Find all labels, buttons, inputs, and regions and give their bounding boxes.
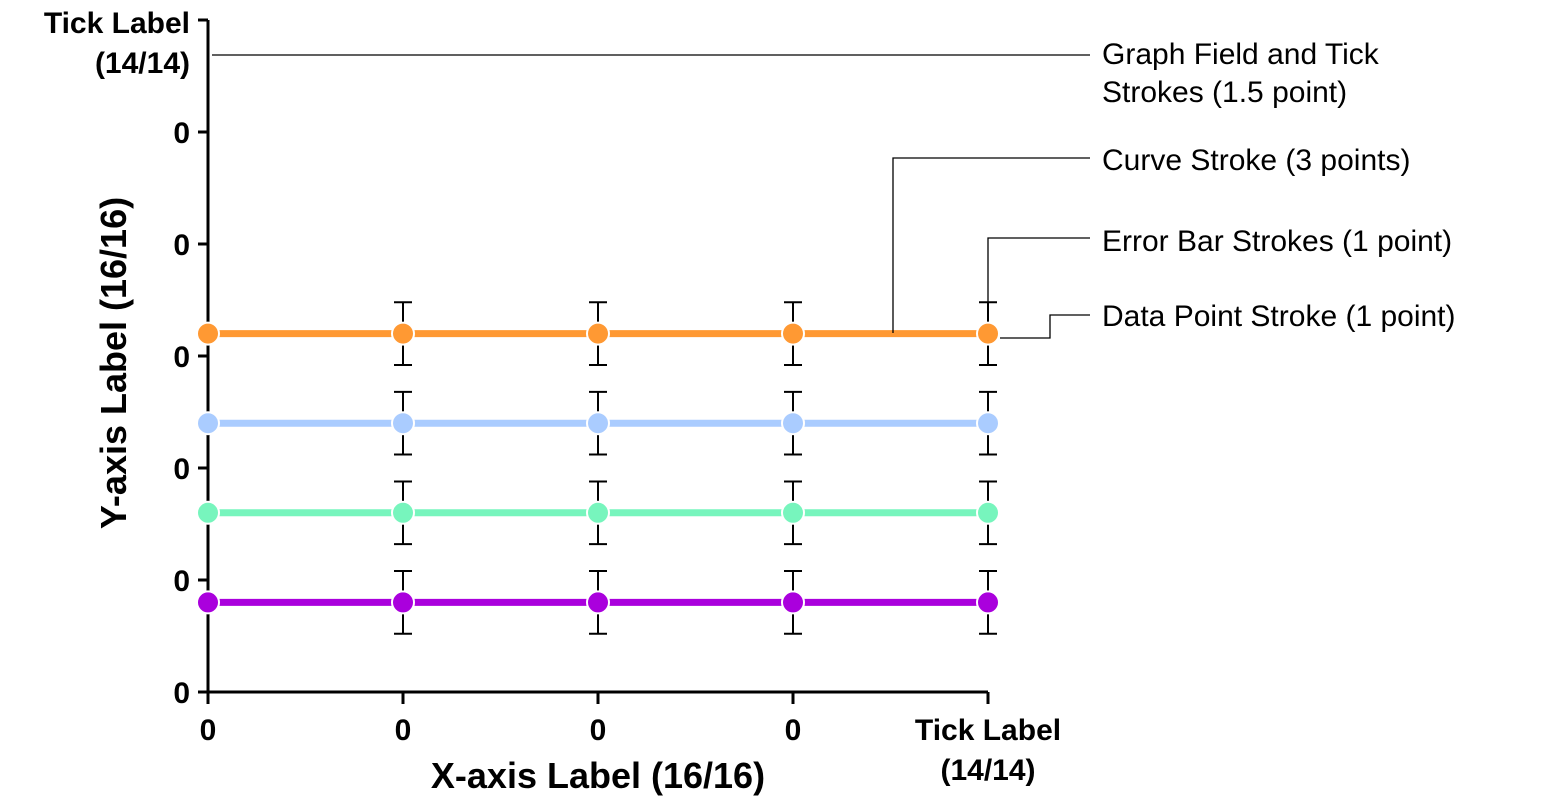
y-axis-title: Y-axis Label (16/16): [93, 197, 134, 529]
x-tick-label: 0: [785, 714, 802, 747]
x-tick-label-last-line2: (14/14): [940, 754, 1035, 787]
annotations: Graph Field and Tick Strokes (1.5 point) C…: [212, 38, 1456, 339]
data-point: [196, 321, 220, 346]
y-tick-label: 0: [173, 677, 190, 710]
x-tick-label: 0: [395, 714, 412, 747]
annotation-text-error-bar: Error Bar Strokes (1 point): [1102, 225, 1452, 258]
series-1: [196, 390, 1000, 456]
data-point: [391, 590, 415, 615]
annotation-text-graph-field: Graph Field and Tick: [1102, 38, 1380, 71]
y-tick-label: 0: [173, 565, 190, 598]
annotation-text-data-point: Data Point Stroke (1 point): [1102, 300, 1456, 333]
annotation-text-graph-field: Strokes (1.5 point): [1102, 76, 1347, 109]
data-point: [586, 411, 610, 436]
data-point: [976, 321, 1000, 346]
data-point: [781, 590, 805, 615]
axes: [198, 18, 990, 704]
data-point: [586, 590, 610, 615]
annotation-leader-data-point: [1000, 314, 1090, 339]
series-2: [196, 480, 1000, 546]
y-tick-label-top-line1: Tick Label: [44, 7, 190, 40]
y-tick-label: 0: [173, 341, 190, 374]
y-tick-label-top-line2: (14/14): [95, 47, 190, 80]
annotation-leader-error-bar: [987, 237, 1090, 315]
data-point: [196, 500, 220, 525]
y-tick-label: 0: [173, 453, 190, 486]
annotation-leader-curve: [892, 157, 1090, 333]
data-point: [196, 411, 220, 436]
data-point: [586, 321, 610, 346]
y-tick-label: 0: [173, 229, 190, 262]
y-tick-label: 0: [173, 117, 190, 150]
data-point: [976, 500, 1000, 525]
data-point: [976, 590, 1000, 615]
data-point: [391, 500, 415, 525]
x-axis-title: X-axis Label (16/16): [431, 755, 765, 796]
data-point: [781, 321, 805, 346]
data-point: [976, 411, 1000, 436]
series-0: [196, 301, 1000, 366]
data-point: [781, 411, 805, 436]
x-tick-label: 0: [200, 714, 217, 747]
data-point: [391, 321, 415, 346]
data-point: [586, 500, 610, 525]
series-3: [196, 570, 1000, 635]
data-point: [391, 411, 415, 436]
annotation-text-curve: Curve Stroke (3 points): [1102, 144, 1410, 177]
data-point: [781, 500, 805, 525]
series-layer: [196, 301, 1000, 635]
x-tick-label: 0: [590, 714, 607, 747]
data-point: [196, 590, 220, 615]
x-tick-label-last-line1: Tick Label: [915, 714, 1061, 747]
